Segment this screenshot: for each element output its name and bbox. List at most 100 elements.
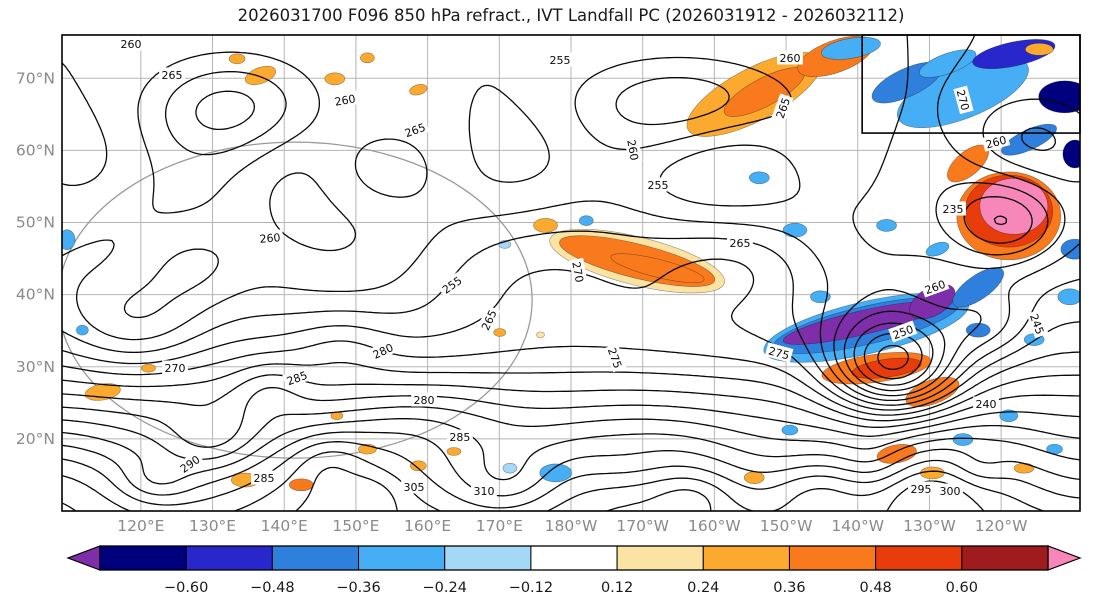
anomaly-region <box>749 171 770 185</box>
range-ring-circle <box>62 141 533 459</box>
contour-level-235 <box>863 215 1007 380</box>
contour-level-295 <box>62 418 1080 485</box>
contour-label-text: 270 <box>569 261 585 284</box>
anomaly-region <box>905 376 960 408</box>
anomaly-region <box>409 84 428 96</box>
anomaly-region <box>324 72 346 86</box>
anomaly-region <box>1013 462 1035 474</box>
y-tick-label: 50°N <box>16 214 55 232</box>
anomaly-region <box>781 424 799 436</box>
contour-label: 255 <box>437 271 467 298</box>
contour-label: 270 <box>162 360 188 375</box>
contour-label-text: 265 <box>162 69 183 82</box>
y-tick-label: 70°N <box>16 69 55 87</box>
contour-label: 285 <box>251 470 277 485</box>
anomaly-region <box>782 222 808 238</box>
anomaly-region <box>502 462 518 474</box>
colorbar-segment <box>99 545 187 571</box>
x-tick-label: 160°W <box>688 517 741 535</box>
anomaly-region <box>62 229 76 250</box>
contour-level-240 <box>853 196 1033 386</box>
anomaly-region <box>228 53 246 65</box>
contour-level-270 <box>62 340 1080 416</box>
contour-label-text: 300 <box>940 485 961 498</box>
x-tick-label: 130°W <box>903 517 956 535</box>
landfall-region-box <box>861 34 1081 134</box>
y-tick-label: 40°N <box>16 286 55 304</box>
colorbar-tick-label: 0.60 <box>946 580 978 596</box>
anomaly-region <box>533 218 558 233</box>
contour-level-310 <box>62 451 1044 511</box>
contour-label-text: 260 <box>779 52 800 65</box>
anomaly-region <box>920 466 945 480</box>
contour-label: 290 <box>175 450 205 477</box>
contour-label-text: 260 <box>984 133 1008 151</box>
anomaly-shading <box>62 35 1080 492</box>
x-tick-label: 120°E <box>117 517 164 535</box>
contour-label-text: 235 <box>943 203 964 216</box>
colorbar-segment <box>616 545 704 571</box>
colorbar-tick-label: −0.24 <box>423 580 467 596</box>
contour-label: 270 <box>953 85 974 115</box>
anomaly-region <box>409 460 427 472</box>
anomaly-region <box>979 178 1049 235</box>
anomaly-region <box>141 363 156 373</box>
contour-label-text: 310 <box>473 485 494 498</box>
colorbar-over-arrow <box>1047 545 1082 571</box>
contour-label-text: 270 <box>164 362 185 375</box>
contour-label: 265 <box>727 235 753 250</box>
contour-label-text: 255 <box>550 54 571 67</box>
contour-label-text: 285 <box>253 472 274 485</box>
contour-level-285 <box>62 386 1080 448</box>
contour-label-text: 265 <box>729 237 750 250</box>
contour-label: 280 <box>411 392 437 407</box>
contour-label-text: 260 <box>624 139 640 162</box>
anomaly-region <box>244 65 277 86</box>
contour-label: 255 <box>547 52 573 67</box>
anomaly-region <box>446 447 462 456</box>
anomaly-region <box>965 322 991 338</box>
anomaly-region <box>539 463 573 483</box>
anomaly-region <box>1024 42 1054 56</box>
contour-level-260 <box>62 70 1080 406</box>
colorbar-tick-label: 0.36 <box>773 580 805 596</box>
colorbar: −0.60 −0.48 −0.36 −0.24 −0.12 0.12 0.24 0.36 0.4… <box>66 545 1082 596</box>
contour-label-text: 240 <box>976 398 997 411</box>
contour-label: 255 <box>645 177 671 192</box>
anomaly-region <box>810 290 831 304</box>
anomaly-region <box>610 253 705 284</box>
colorbar-segment <box>875 545 963 571</box>
anomaly-region <box>1057 288 1080 306</box>
x-tick-label: 120°W <box>975 517 1028 535</box>
contour-label: 295 <box>908 481 934 496</box>
contour-level-290 <box>62 406 1080 460</box>
contour-label: 260 <box>256 229 284 246</box>
anomaly-region <box>536 331 545 339</box>
anomaly-region <box>999 409 1019 423</box>
contour-level-275 <box>62 361 1080 422</box>
anomaly-region <box>1060 238 1080 260</box>
anomaly-region <box>743 471 765 484</box>
anomaly-region <box>578 215 594 226</box>
colorbar-segment <box>961 545 1049 571</box>
x-tick-label: 130°E <box>189 517 236 535</box>
contour-level-315 <box>62 466 985 511</box>
contour-label: 275 <box>764 342 794 363</box>
contour-label-text: 260 <box>259 231 281 246</box>
contour-level-250 <box>62 35 1066 397</box>
y-tick-label: 20°N <box>16 430 55 448</box>
anomaly-region <box>952 433 974 446</box>
x-tick-label: 140°W <box>831 517 884 535</box>
y-tick-label: 60°N <box>16 141 55 159</box>
axis-labels: 120°E 130°E 140°E 150°E 160°E 170°E 180°W 170°W… <box>16 69 1028 535</box>
x-tick-label: 150°W <box>760 517 813 535</box>
anomaly-region <box>876 219 897 232</box>
contour-label-text: 270 <box>954 88 972 112</box>
contour-label-text: 305 <box>404 481 425 494</box>
contour-label: 265 <box>400 118 430 141</box>
colorbar-under-arrow <box>66 545 101 571</box>
anomaly-region <box>76 324 89 336</box>
contour-label-text: 295 <box>910 483 931 496</box>
